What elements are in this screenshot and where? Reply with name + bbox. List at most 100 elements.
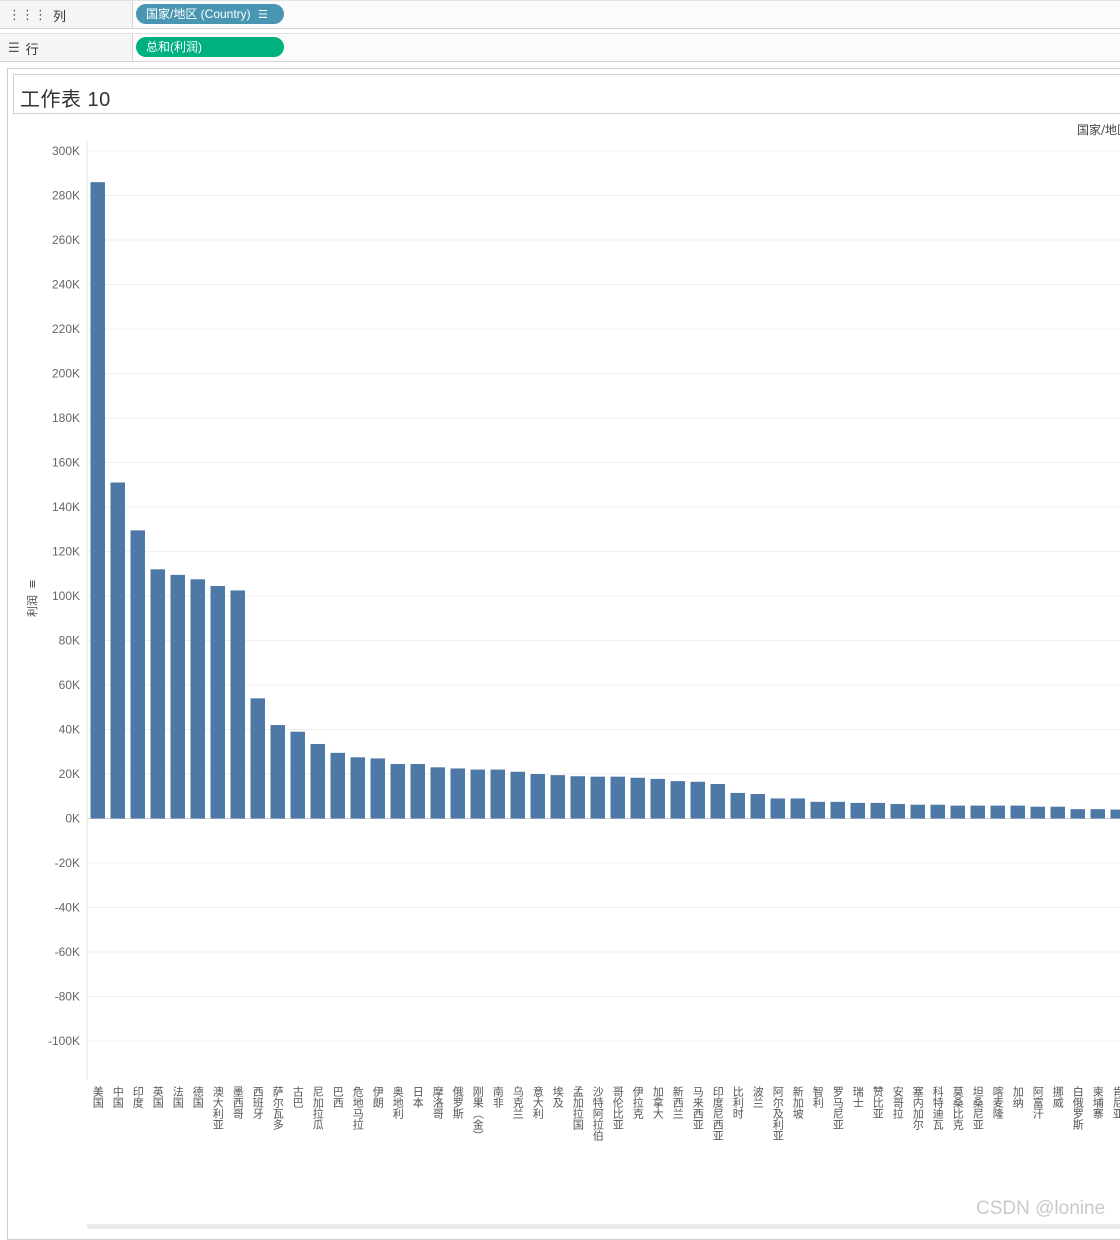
x-tick-label: 伊朗 bbox=[371, 1086, 384, 1108]
bar bbox=[1091, 809, 1106, 818]
x-tick-label: 安哥拉 bbox=[891, 1085, 904, 1120]
y-axis-sort-icon: ≡ bbox=[26, 579, 39, 588]
y-tick-label: 120K bbox=[52, 545, 80, 559]
bar bbox=[591, 777, 606, 819]
x-tick-label: 柬埔寨 bbox=[1091, 1086, 1104, 1119]
bar bbox=[151, 569, 166, 818]
bar bbox=[811, 802, 826, 819]
x-tick-label: 危地马拉 bbox=[351, 1086, 364, 1131]
bar bbox=[551, 775, 566, 818]
x-tick-label: 尼加拉瓜 bbox=[311, 1086, 324, 1130]
bar bbox=[851, 803, 866, 819]
x-tick-label: 中国 bbox=[111, 1086, 124, 1109]
bar bbox=[971, 806, 986, 819]
x-tick-label: 罗马尼亚 bbox=[831, 1086, 844, 1130]
bar bbox=[671, 781, 686, 818]
y-tick-label: 160K bbox=[52, 456, 80, 470]
bar bbox=[911, 805, 926, 819]
bar bbox=[191, 579, 206, 818]
bar bbox=[491, 770, 506, 819]
bar bbox=[691, 782, 706, 819]
bar bbox=[1031, 807, 1046, 819]
x-tick-label: 西班牙 bbox=[251, 1086, 264, 1120]
y-tick-label: 260K bbox=[52, 233, 80, 247]
y-tick-label: 240K bbox=[52, 278, 80, 292]
y-tick-label: 180K bbox=[52, 411, 80, 425]
y-tick-label: -80K bbox=[55, 990, 80, 1004]
bar bbox=[311, 744, 326, 819]
y-tick-label: 200K bbox=[52, 367, 80, 381]
x-tick-label: 刚果（金） bbox=[471, 1086, 484, 1141]
bar bbox=[351, 757, 366, 818]
bar bbox=[1111, 810, 1120, 819]
bar bbox=[251, 698, 266, 818]
bar bbox=[131, 530, 146, 818]
x-tick-label: 智利 bbox=[811, 1085, 824, 1108]
x-tick-label: 新西兰 bbox=[671, 1085, 684, 1119]
x-tick-label: 比利时 bbox=[731, 1086, 744, 1119]
bar bbox=[371, 758, 386, 818]
bar bbox=[1051, 807, 1066, 819]
bar bbox=[1071, 809, 1086, 818]
bar bbox=[891, 804, 906, 818]
horizontal-scrollbar bbox=[87, 1224, 1120, 1229]
bar bbox=[751, 794, 766, 818]
bar bbox=[271, 725, 286, 818]
bar bbox=[471, 770, 486, 819]
bar bbox=[411, 764, 426, 819]
x-tick-label: 墨西哥 bbox=[231, 1086, 244, 1119]
bar bbox=[231, 590, 246, 818]
x-tick-label: 马来西亚 bbox=[691, 1086, 704, 1130]
x-tick-label: 新加坡 bbox=[791, 1085, 804, 1120]
bar bbox=[731, 793, 746, 819]
x-tick-label: 孟加拉国 bbox=[571, 1086, 584, 1131]
bar bbox=[871, 803, 886, 819]
y-tick-label: 220K bbox=[52, 322, 80, 336]
x-tick-label: 古巴 bbox=[291, 1086, 304, 1108]
bar bbox=[531, 774, 546, 819]
y-tick-label: 300K bbox=[52, 144, 80, 158]
bar bbox=[451, 768, 466, 818]
y-tick-label: -60K bbox=[55, 945, 80, 959]
bar bbox=[571, 776, 586, 818]
y-tick-label: 20K bbox=[59, 767, 80, 781]
bar bbox=[1011, 806, 1026, 819]
bar bbox=[651, 779, 666, 819]
bar bbox=[91, 182, 106, 818]
x-tick-label: 加纳 bbox=[1011, 1086, 1024, 1109]
y-tick-label: -40K bbox=[55, 901, 80, 915]
bar bbox=[831, 802, 846, 819]
bar bbox=[771, 798, 786, 818]
x-tick-label: 英国 bbox=[151, 1085, 164, 1109]
x-tick-label: 摩洛哥 bbox=[431, 1085, 444, 1119]
bar bbox=[171, 575, 186, 819]
bar bbox=[951, 806, 966, 819]
x-tick-label: 俄罗斯 bbox=[451, 1086, 464, 1120]
x-tick-label: 阿富汗 bbox=[1031, 1086, 1044, 1120]
x-tick-label: 伊拉克 bbox=[631, 1086, 644, 1119]
x-tick-label: 澳大利亚 bbox=[211, 1086, 224, 1130]
y-tick-label: 0K bbox=[65, 812, 80, 826]
x-tick-label: 波兰 bbox=[751, 1086, 764, 1108]
bar bbox=[791, 798, 806, 818]
x-tick-label: 南非 bbox=[491, 1086, 504, 1109]
x-tick-label: 白俄罗斯 bbox=[1071, 1085, 1084, 1131]
x-tick-label: 阿尔及利亚 bbox=[771, 1086, 784, 1141]
x-tick-label: 日本 bbox=[411, 1086, 424, 1109]
bar bbox=[511, 772, 526, 819]
bar bbox=[331, 753, 346, 819]
x-tick-label: 意大利 bbox=[531, 1085, 544, 1119]
x-tick-label: 埃及 bbox=[551, 1085, 564, 1108]
x-tick-label: 瑞士 bbox=[851, 1085, 864, 1108]
bar bbox=[111, 483, 126, 819]
x-tick-label: 加拿大 bbox=[651, 1086, 664, 1119]
x-tick-label: 挪威 bbox=[1051, 1085, 1064, 1109]
x-tick-label: 科特迪瓦 bbox=[931, 1085, 944, 1130]
y-tick-label: 100K bbox=[52, 589, 80, 603]
x-tick-label: 哥伦比亚 bbox=[611, 1086, 624, 1130]
y-tick-label: -100K bbox=[48, 1034, 80, 1048]
bar bbox=[611, 777, 626, 819]
y-axis-title: 利润 bbox=[25, 595, 39, 617]
x-tick-label: 奥地利 bbox=[391, 1085, 404, 1119]
